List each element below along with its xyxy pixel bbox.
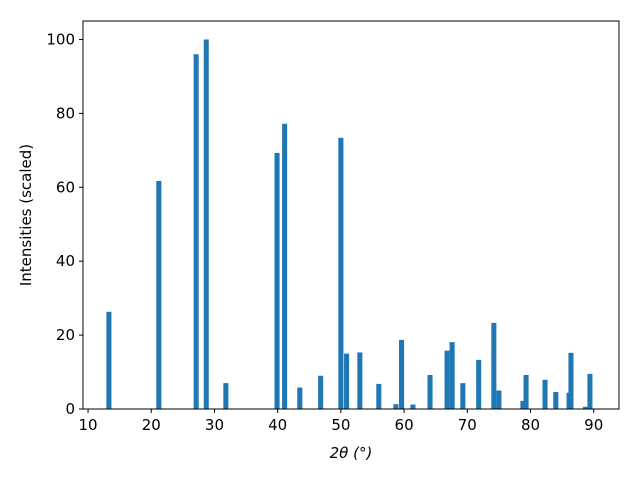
bar [523, 375, 529, 409]
bar [399, 339, 405, 409]
bar [156, 181, 162, 409]
x-tick-label: 70 [458, 416, 477, 434]
bar [568, 352, 574, 409]
bar [203, 39, 209, 409]
x-tick-label: 40 [268, 416, 287, 434]
bar [449, 342, 455, 409]
bar [274, 152, 280, 410]
x-tick-label: 60 [395, 416, 414, 434]
x-tick-label: 80 [521, 416, 540, 434]
plot-frame [82, 20, 620, 410]
x-tick-label: 50 [331, 416, 350, 434]
x-tick-label: 20 [142, 416, 161, 434]
bar [338, 137, 344, 409]
bar [223, 383, 229, 409]
x-tick-label: 10 [79, 416, 98, 434]
x-tick-label: 90 [584, 416, 603, 434]
y-tick-label: 0 [65, 400, 75, 418]
bar [587, 373, 593, 409]
y-tick-label: 100 [46, 30, 75, 48]
bar [393, 404, 399, 409]
bar [491, 322, 497, 409]
y-tick-label: 40 [56, 252, 75, 270]
bar [376, 383, 382, 409]
bar [297, 387, 303, 409]
bar [582, 406, 589, 409]
y-tick-label: 20 [56, 326, 75, 344]
bar [427, 375, 433, 409]
y-axis-label: Intensities (scaled) [17, 144, 35, 286]
bar [193, 54, 199, 409]
bar [520, 400, 526, 409]
bar [460, 383, 466, 409]
bar [476, 359, 482, 409]
bar [553, 392, 559, 409]
y-tick-label: 60 [56, 178, 75, 196]
bar [318, 375, 324, 409]
bar [344, 353, 350, 409]
y-tick-label: 80 [56, 104, 75, 122]
bar [106, 311, 112, 409]
bar [282, 123, 288, 410]
x-axis-label: 2θ (°) [330, 444, 373, 462]
bar [542, 379, 548, 409]
bar [410, 404, 416, 409]
bar [444, 350, 450, 409]
x-tick-label: 30 [205, 416, 224, 434]
bar [357, 352, 363, 409]
bar [496, 390, 502, 409]
